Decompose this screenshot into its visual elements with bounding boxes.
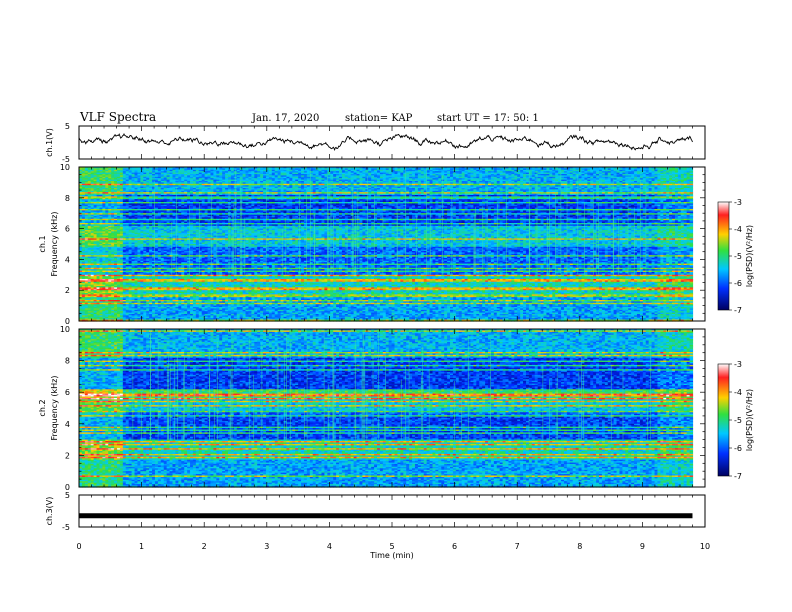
- ch1-spectrogram-image: [79, 167, 693, 322]
- vlf-spectra-figure: 0 1 2 3 4 5 6 7 8 9 10Time (min)5-5ch.1(V)5-5ch.3(…: [0, 0, 792, 612]
